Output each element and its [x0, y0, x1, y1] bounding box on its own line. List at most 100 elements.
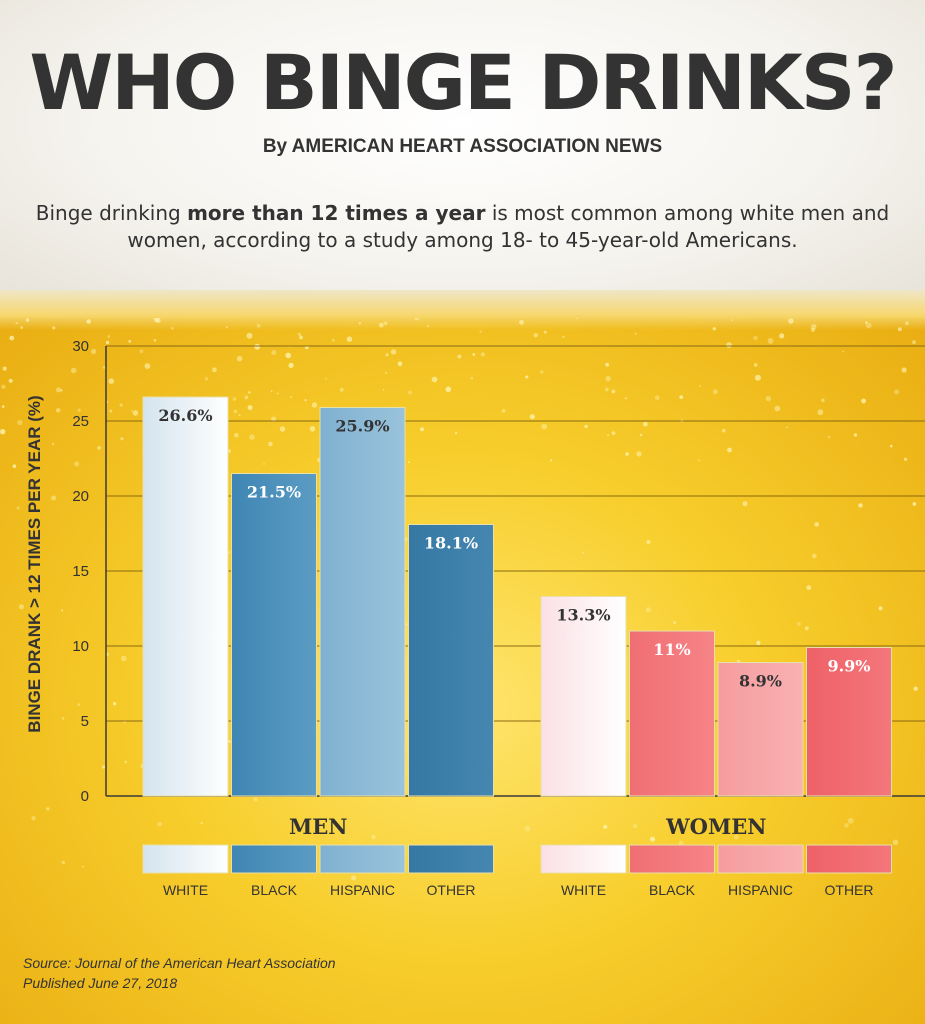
legend-swatch — [629, 844, 715, 874]
bubble — [407, 460, 411, 464]
bubble — [731, 319, 734, 322]
bubble — [892, 839, 899, 846]
bubble — [431, 376, 438, 383]
bubble — [472, 353, 476, 356]
intro-text-emphasis: more than 12 times a year — [187, 201, 486, 225]
bubble — [249, 434, 255, 440]
bubble — [712, 327, 716, 331]
bubble — [712, 389, 718, 395]
bubble — [212, 367, 217, 373]
bubble — [765, 395, 772, 402]
bar-women-black — [629, 630, 715, 797]
bubble — [753, 363, 758, 367]
bubble — [31, 816, 36, 821]
bubble — [170, 326, 174, 330]
legend-swatch — [231, 844, 317, 874]
bubble — [543, 330, 547, 334]
bubble — [109, 409, 113, 413]
bubble — [607, 434, 610, 437]
bubble — [285, 352, 292, 359]
bubble — [734, 834, 739, 840]
source-note: Source: Journal of the American Heart As… — [23, 953, 336, 993]
bubble — [480, 352, 485, 357]
bubble — [157, 821, 163, 827]
bubble — [248, 391, 251, 394]
bar-value-label: 13.3% — [556, 606, 610, 625]
bubble — [576, 318, 579, 320]
bar-men-white — [142, 396, 229, 797]
bubble — [625, 452, 629, 456]
bubble — [25, 318, 30, 322]
y-tick-label: 25 — [72, 413, 89, 430]
bubble — [611, 431, 616, 436]
bubble — [817, 409, 824, 416]
bubble — [234, 433, 239, 438]
bubble — [77, 408, 81, 412]
bubble — [102, 365, 106, 369]
bubble — [279, 426, 286, 432]
bubble — [358, 322, 361, 325]
bubble — [806, 585, 812, 591]
bubble — [903, 457, 908, 461]
bubble — [232, 397, 237, 401]
bubble — [304, 399, 307, 402]
bubble — [858, 503, 863, 508]
bubble — [105, 340, 110, 345]
bubble — [797, 622, 801, 626]
bubble — [371, 835, 376, 839]
bubble — [445, 386, 452, 393]
bubble — [767, 338, 774, 344]
legend-swatch — [408, 844, 494, 874]
x-category-label: HISPANIC — [330, 882, 395, 898]
y-tick-label: 5 — [81, 713, 89, 730]
bubble — [878, 606, 883, 611]
bubble — [18, 604, 24, 610]
x-category-label: HISPANIC — [728, 882, 793, 898]
bubble — [46, 807, 50, 811]
bubble — [238, 414, 241, 417]
legend-swatch — [806, 844, 892, 874]
bubble — [253, 797, 258, 802]
bar-value-label: 11% — [653, 640, 690, 659]
bubble — [426, 324, 430, 327]
bar-value-label: 18.1% — [424, 534, 478, 553]
bubble — [225, 326, 228, 329]
bubble — [297, 332, 301, 336]
bubble — [268, 441, 273, 447]
bubble — [139, 349, 144, 354]
bubble — [339, 387, 344, 392]
bubble — [120, 655, 127, 662]
bubble — [17, 419, 23, 426]
bubble — [82, 865, 84, 868]
bar-men-hispanic — [319, 407, 406, 797]
bubble — [827, 435, 831, 439]
bubble — [624, 397, 627, 400]
bubble — [847, 817, 854, 824]
bubble — [228, 550, 231, 554]
bubble — [74, 461, 80, 467]
y-axis-ticks: 0 5 10 15 20 25 30 — [72, 338, 89, 805]
bubble — [379, 322, 384, 328]
bubble — [645, 607, 651, 613]
bubble — [244, 395, 249, 400]
bubble — [288, 362, 294, 368]
bubble — [678, 840, 684, 846]
bubble — [754, 374, 761, 381]
bubble — [331, 338, 335, 342]
bubble — [673, 621, 677, 624]
bubble — [727, 447, 732, 453]
bubble — [897, 327, 902, 332]
bubble — [519, 320, 524, 325]
legend-swatch — [717, 844, 804, 874]
bubble — [420, 427, 424, 432]
bubble — [119, 403, 123, 407]
bubble — [842, 350, 844, 353]
x-category-label: WHITE — [163, 882, 208, 898]
bubble — [844, 823, 849, 828]
bubble — [276, 392, 279, 395]
bubble — [901, 367, 907, 373]
bar-value-label: 21.5% — [247, 483, 301, 502]
legend-swatch — [142, 844, 229, 874]
bubble — [774, 405, 781, 412]
bubble — [2, 366, 7, 371]
